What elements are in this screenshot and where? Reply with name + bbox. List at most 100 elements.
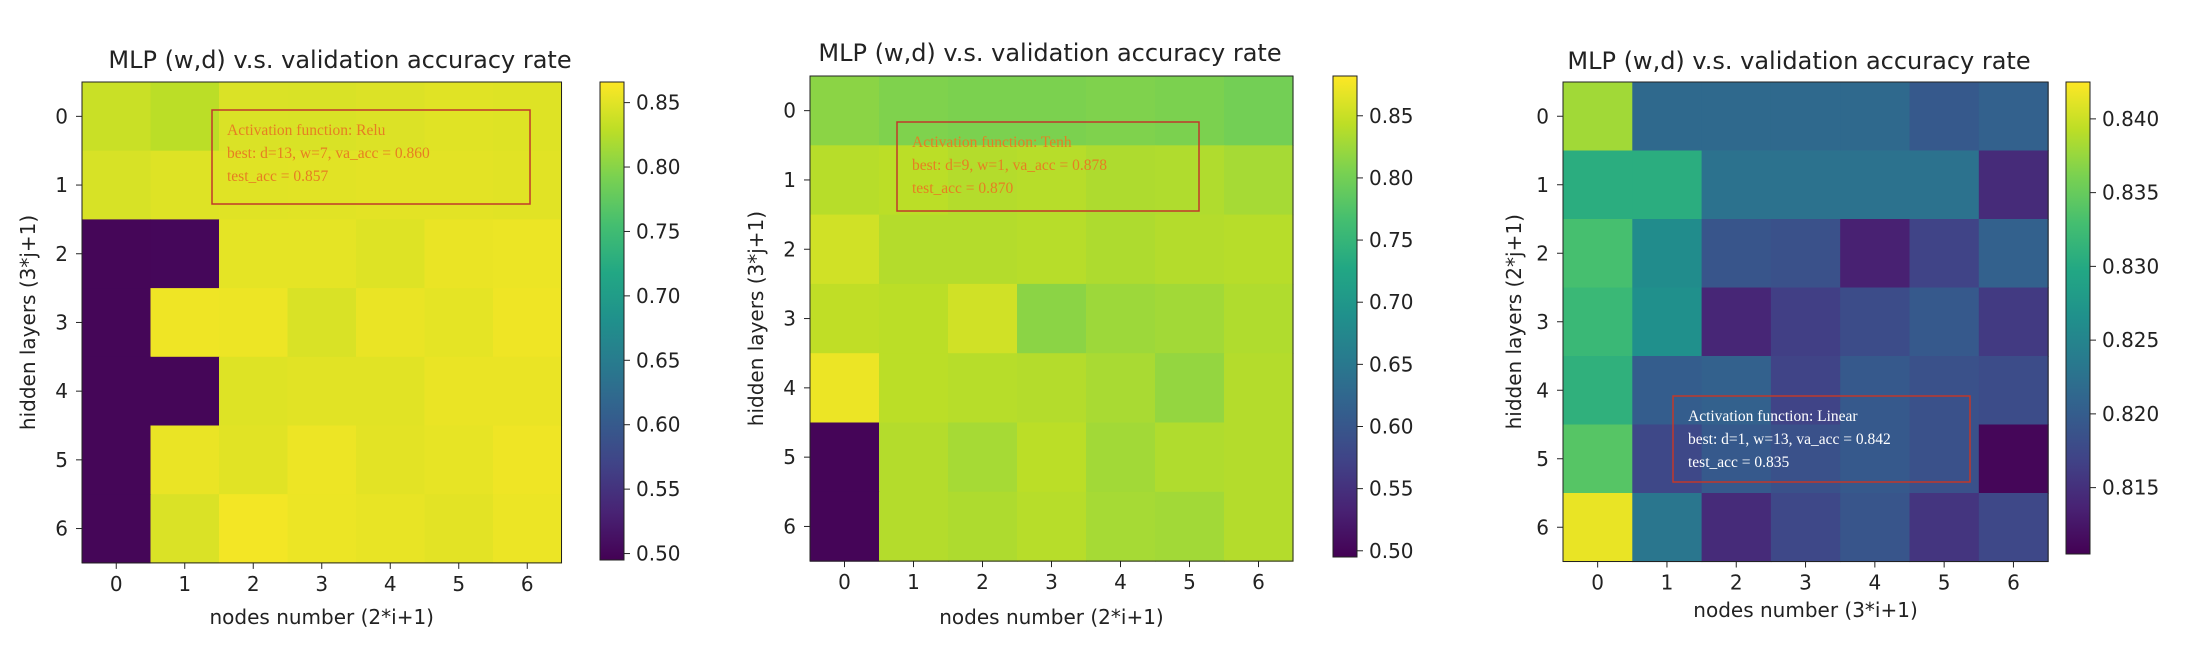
y-tick-label-5: 5 [55,448,68,472]
heatmap-cell-r2-c4 [1086,214,1156,285]
x-tick-label-2: 2 [1730,571,1743,595]
heatmap-cell-r4-c5 [1909,356,1980,426]
y-tick-label-2: 2 [1536,241,1549,265]
heatmap-cell-r6-c0 [82,494,152,564]
heatmap-cell-r5-c0 [810,422,880,493]
heatmap-cell-r3-c0 [82,288,152,358]
heatmap-cell-r0-c4 [1840,82,1911,152]
heatmap-cell-r6-c6 [493,494,563,564]
heatmap-cell-r1-c1 [150,150,220,220]
x-axis-label: nodes number (2*i+1) [210,605,434,629]
heatmap-cell-r4-c6 [1978,356,2049,426]
colorbar-tick-label-4: 0.835 [2102,181,2159,205]
heatmap-cell-r5-c1 [150,425,220,495]
heatmap-cell-r2-c2 [219,219,289,289]
heatmap-cell-r3-c4 [1840,287,1911,357]
heatmap-cell-r0-c5 [424,82,494,152]
heatmap-cell-r3-c6 [493,288,563,358]
heatmap-cell-r6-c4 [1840,493,1911,563]
heatmap-cell-r2-c2 [1701,219,1772,289]
heatmap-cell-r1-c2 [1701,150,1772,220]
heatmap-cell-r5-c0 [1563,424,1633,494]
heatmap-cell-r0-c0 [810,76,880,146]
heatmap-cell-r3-c1 [879,283,949,354]
colorbar [599,81,625,561]
y-tick-label-1: 1 [783,168,796,192]
annotation-line-2: best: d=1, w=13, va_acc = 0.842 [1688,431,1891,448]
annotation-line-2: best: d=13, w=7, va_acc = 0.860 [227,145,430,162]
colorbar-tick-label-2: 0.60 [1369,414,1414,438]
heatmap-cell-r6-c2 [219,494,289,564]
heatmap-cell-r3-c4 [356,288,426,358]
heatmap-cell-r2-c6 [1224,214,1294,285]
annotation-line-3: test_acc = 0.857 [227,168,329,185]
heatmap-cell-r4-c6 [1224,353,1294,424]
heatmap-cell-r1-c2 [948,145,1018,216]
x-tick-label-0: 0 [1591,571,1604,595]
heatmap-cell-r0-c3 [287,82,357,152]
x-tick-label-3: 3 [315,572,328,596]
x-tick-label-5: 5 [1183,570,1196,594]
heatmap-cell-r6-c0 [1563,493,1633,563]
heatmap-cell-r0-c1 [150,82,220,152]
heatmap-cell-r2-c0 [82,219,152,289]
heatmap-cell-r3-c0 [1563,287,1633,357]
heatmap-cell-r5-c5 [424,425,494,495]
heatmap-cell-r0-c6 [1224,76,1294,146]
heatmap-cell-r6-c0 [810,491,880,562]
y-tick-label-4: 4 [55,379,68,403]
heatmap-cell-r1-c5 [1155,145,1225,216]
heatmap-cell-r1-c2 [219,150,289,220]
heatmap-cell-r2-c3 [1017,214,1087,285]
heatmap-cell-r1-c6 [493,150,563,220]
heatmap-cell-r3-c3 [1770,287,1841,357]
annotation-box: Activation function: Tenh best: d=9, w=1,… [896,121,1200,212]
chart-title: MLP (w,d) v.s. validation accuracy rate [1567,47,2030,75]
colorbar-tick-label-4: 0.70 [636,284,681,308]
annotation-line-1: Activation function: Tenh [912,134,1072,151]
colorbar-tick-label-5: 0.840 [2102,107,2159,131]
annotation-border [896,121,1200,212]
colorbar-tick-label-5: 0.75 [1369,228,1414,252]
y-tick-label-5: 5 [783,445,796,469]
heatmap-cell-r4-c1 [1632,356,1703,426]
y-axis-label: hidden layers (2*j+1) [1502,214,1526,429]
heatmap-cell-r4-c6 [493,356,563,427]
heatmap-cell-r4-c5 [424,356,494,427]
colorbar-tick-label-0: 0.50 [1369,539,1414,563]
chart-title: MLP (w,d) v.s. validation accuracy rate [108,46,571,74]
heatmap-cell-r1-c3 [1770,150,1841,220]
y-tick-label-5: 5 [1536,447,1549,471]
annotation-line-3: test_acc = 0.835 [1688,454,1790,471]
x-tick-label-2: 2 [247,572,260,596]
colorbar-tick-label-2: 0.825 [2102,328,2159,352]
heatmap-cell-r0-c0 [82,82,152,152]
heatmap-cell-r4-c0 [810,353,880,424]
x-tick-label-1: 1 [907,570,920,594]
x-tick-label-5: 5 [1938,571,1951,595]
heatmap-cell-r3-c6 [1978,287,2049,357]
y-tick-label-4: 4 [1536,378,1549,402]
colorbar-tick-label-7: 0.85 [1369,104,1414,128]
heatmap-cell-r0-c2 [1701,82,1772,152]
heatmap-cell-r5-c2 [219,425,289,495]
heatmap-cell-r6-c3 [287,494,357,564]
heatmap-cell-r1-c5 [1909,150,1980,220]
y-tick-label-6: 6 [55,517,68,541]
annotation-line-1: Activation function: Linear [1688,408,1858,425]
heatmap-cell-r0-c4 [1086,76,1156,146]
y-tick-label-6: 6 [783,514,796,538]
heatmap-cell-r3-c1 [150,288,220,358]
heatmap-cell-r0-c3 [1017,76,1087,146]
y-tick-label-2: 2 [783,237,796,261]
x-tick-label-5: 5 [452,572,465,596]
heatmap-cell-r1-c4 [1840,150,1911,220]
heatmap-cell-r2-c1 [150,219,220,289]
heatmap-cell-r3-c3 [287,288,357,358]
heatmap-cell-r2-c1 [879,214,949,285]
heatmap-cell-r2-c4 [356,219,426,289]
x-tick-label-1: 1 [178,572,191,596]
x-tick-label-4: 4 [1114,570,1127,594]
heatmap-cell-r5-c2 [948,422,1018,493]
